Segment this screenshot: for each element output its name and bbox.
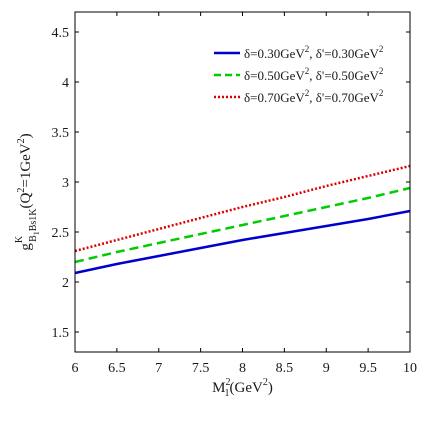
- tick-labels: 6 6.5 7 7.5 8 8.5 9 9.5 10 1.5 2 2.5 3 3.5 4 4.5: [52, 26, 418, 376]
- plot-frame: [74, 11, 411, 353]
- y-tick-label: 1.5: [52, 326, 70, 341]
- x-tick-label: 7: [155, 361, 162, 376]
- x-tick-label: 9.5: [359, 361, 377, 376]
- y-tick-label: 3.5: [52, 126, 70, 141]
- y-tick-label: 4.5: [52, 26, 70, 41]
- x-tick-label: 9: [323, 361, 330, 376]
- series-line-1: [74, 209, 411, 275]
- series-lines: [74, 164, 411, 275]
- y-tick-label: 3: [62, 176, 69, 191]
- y-tick-label: 2.5: [52, 226, 70, 241]
- series-line-2: [74, 186, 411, 264]
- y-axis-label: gK B1Bs1K(Q2=1GeV2): [14, 133, 41, 250]
- y-tick-label: 4: [62, 76, 69, 91]
- x-axis-label: M2 1(GeV2): [212, 377, 273, 399]
- x-tick-label: 6: [72, 361, 79, 376]
- x-tick-label: 7.5: [192, 361, 210, 376]
- legend-label-3: δ=0.70GeV2, δ'=0.70GeV2: [244, 88, 383, 105]
- y-tick-label: 2: [62, 276, 69, 291]
- axis-ticks: [74, 12, 411, 352]
- series-line-3: [74, 164, 411, 253]
- x-tick-label: 8.5: [276, 361, 294, 376]
- legend-label-1: δ=0.30GeV2, δ'=0.30GeV2: [244, 44, 383, 61]
- x-tick-label: 10: [403, 361, 417, 376]
- legend: δ=0.30GeV2, δ'=0.30GeV2 δ=0.50GeV2, δ'=0.…: [214, 44, 383, 105]
- legend-label-2: δ=0.50GeV2, δ'=0.50GeV2: [244, 66, 383, 83]
- x-tick-label: 6.5: [108, 361, 126, 376]
- x-tick-label: 8: [239, 361, 246, 376]
